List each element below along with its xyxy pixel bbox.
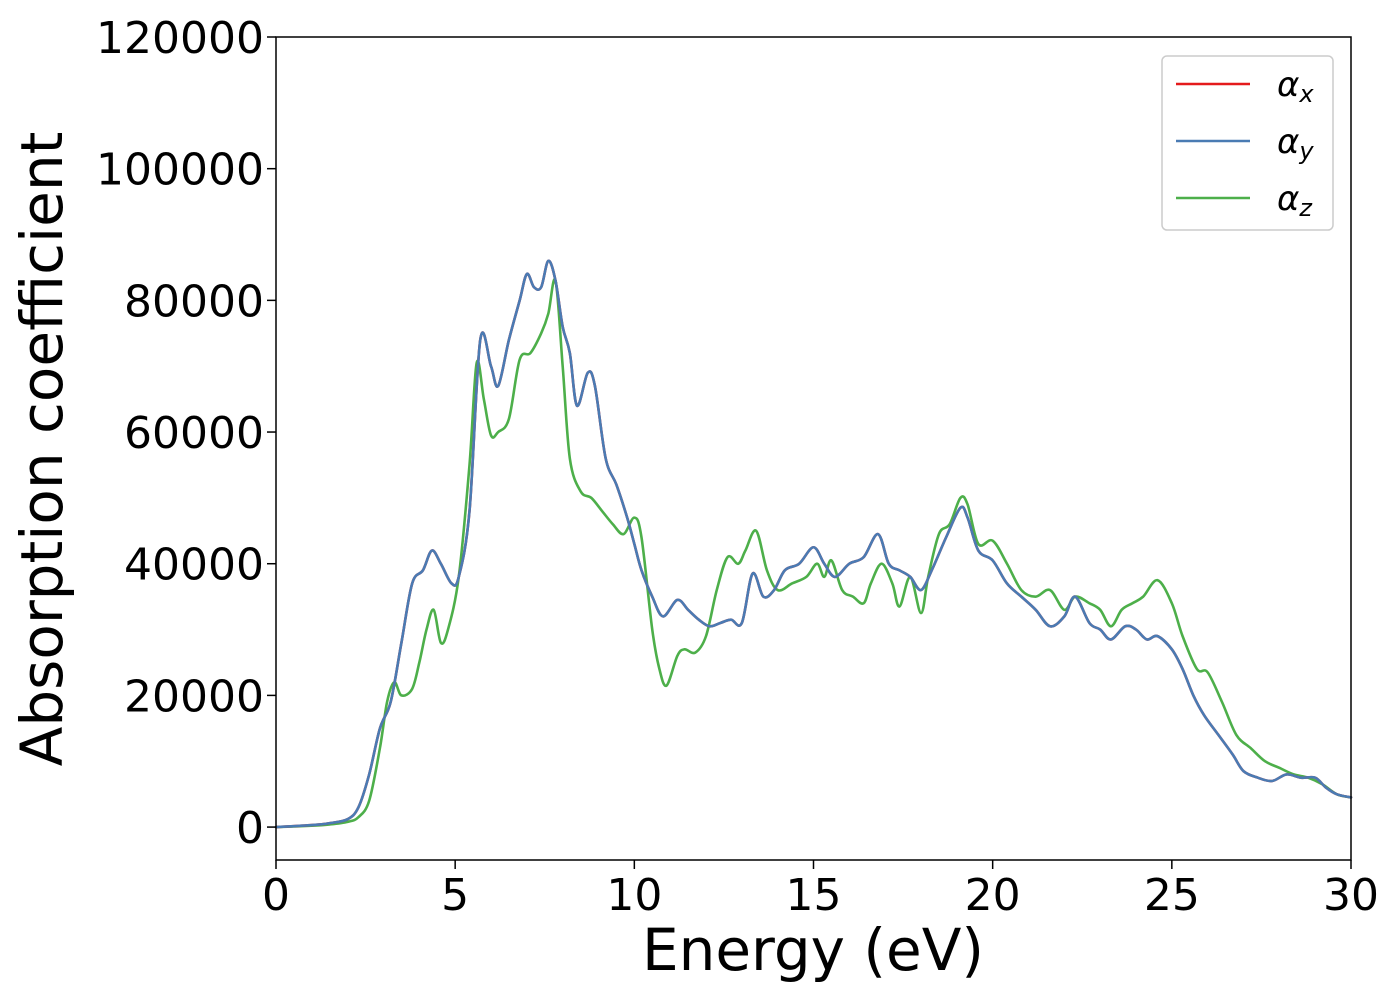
ticks-layer: 0 5 10 15 20 25 30 0 20000 40000 60000 80000 100000 1…	[96, 13, 1379, 921]
y-tick-label: 120000	[96, 13, 264, 64]
legend-entries: αx αy αz	[1176, 65, 1314, 222]
legend-label-z: αz	[1277, 179, 1313, 222]
legend-label-y: αy	[1277, 122, 1314, 165]
x-axis-label: Energy (eV)	[642, 916, 984, 984]
series-line-z	[274, 277, 1353, 829]
legend: αx αy αz	[1161, 55, 1334, 231]
legend-label-x: αx	[1277, 65, 1314, 108]
x-tick-label: 15	[786, 870, 842, 921]
x-tick-label: 30	[1323, 870, 1379, 921]
series-line-y	[274, 259, 1353, 829]
legend-box	[1161, 55, 1334, 231]
series-layer	[274, 259, 1353, 829]
y-tick-label: 60000	[124, 408, 264, 459]
y-tick-label: 80000	[124, 276, 264, 327]
x-tick-label: 0	[262, 870, 290, 921]
y-tick-label: 0	[236, 803, 264, 854]
x-tick-label: 25	[1144, 870, 1200, 921]
x-tick-label: 20	[965, 870, 1021, 921]
x-tick-label: 5	[441, 870, 469, 921]
y-tick-label: 40000	[124, 540, 264, 591]
y-tick-label: 100000	[96, 145, 264, 196]
y-axis-label: Absorption coefficient	[8, 132, 76, 767]
y-tick-label: 20000	[124, 671, 264, 722]
x-tick-label: 10	[606, 870, 662, 921]
